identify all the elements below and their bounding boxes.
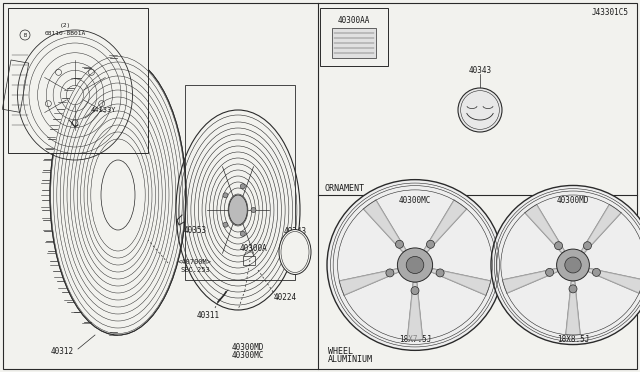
Polygon shape [581, 205, 621, 253]
Polygon shape [525, 205, 564, 253]
Text: 40224: 40224 [273, 294, 296, 302]
Text: ALUMINIUM: ALUMINIUM [328, 356, 373, 365]
Circle shape [251, 208, 256, 212]
Text: 40300MC: 40300MC [399, 196, 431, 205]
Polygon shape [339, 269, 399, 295]
Ellipse shape [564, 257, 581, 273]
Ellipse shape [101, 160, 135, 230]
Text: B: B [24, 32, 27, 38]
Polygon shape [407, 282, 423, 340]
Circle shape [386, 269, 394, 277]
Text: 08110-8B01A: 08110-8B01A [44, 31, 86, 35]
Bar [8, 8, 148, 153]
Circle shape [436, 269, 444, 277]
Ellipse shape [491, 186, 640, 344]
Ellipse shape [228, 195, 247, 225]
Text: J43301C5: J43301C5 [591, 7, 628, 16]
Circle shape [396, 240, 403, 248]
Text: ORNAMENT: ORNAMENT [325, 183, 365, 192]
Text: 40311: 40311 [196, 311, 220, 321]
Polygon shape [431, 269, 491, 295]
Text: 40300MC: 40300MC [232, 350, 264, 359]
Text: 40353: 40353 [184, 225, 207, 234]
Circle shape [584, 242, 591, 250]
Ellipse shape [279, 230, 311, 275]
Ellipse shape [327, 180, 503, 350]
Circle shape [593, 268, 600, 276]
Polygon shape [502, 268, 558, 293]
Ellipse shape [557, 249, 589, 281]
Polygon shape [588, 268, 640, 293]
Circle shape [411, 286, 419, 295]
Circle shape [546, 268, 554, 276]
Circle shape [240, 184, 245, 189]
Text: 40300A: 40300A [240, 244, 268, 253]
Circle shape [569, 285, 577, 293]
Bar [3, 60, 29, 112]
Text: 40343: 40343 [284, 227, 307, 235]
Circle shape [458, 88, 502, 132]
Bar [320, 8, 388, 66]
Bar [185, 85, 295, 280]
Text: 40312: 40312 [51, 347, 74, 356]
Circle shape [240, 231, 245, 236]
Text: 40300MD: 40300MD [232, 343, 264, 353]
Text: 18X7.5J: 18X7.5J [399, 336, 431, 344]
Text: 40343: 40343 [468, 65, 492, 74]
Text: WHEEL: WHEEL [328, 347, 353, 356]
Circle shape [223, 222, 228, 227]
Text: 40300AA: 40300AA [338, 16, 370, 25]
Bar [243, 256, 255, 265]
Ellipse shape [397, 248, 433, 282]
Bar [332, 28, 376, 58]
Text: (2): (2) [60, 22, 70, 28]
Polygon shape [424, 200, 467, 252]
Text: 44133Y: 44133Y [90, 107, 116, 113]
Ellipse shape [50, 55, 186, 335]
Circle shape [426, 240, 435, 248]
Text: 40300MD: 40300MD [557, 196, 589, 205]
Text: 18X8.5J: 18X8.5J [557, 336, 589, 344]
Circle shape [554, 242, 563, 250]
Polygon shape [566, 281, 580, 335]
Text: SEC.253: SEC.253 [180, 267, 210, 273]
Text: <40700M>: <40700M> [178, 259, 212, 265]
Circle shape [223, 193, 228, 198]
Ellipse shape [406, 256, 424, 273]
Polygon shape [364, 200, 406, 252]
